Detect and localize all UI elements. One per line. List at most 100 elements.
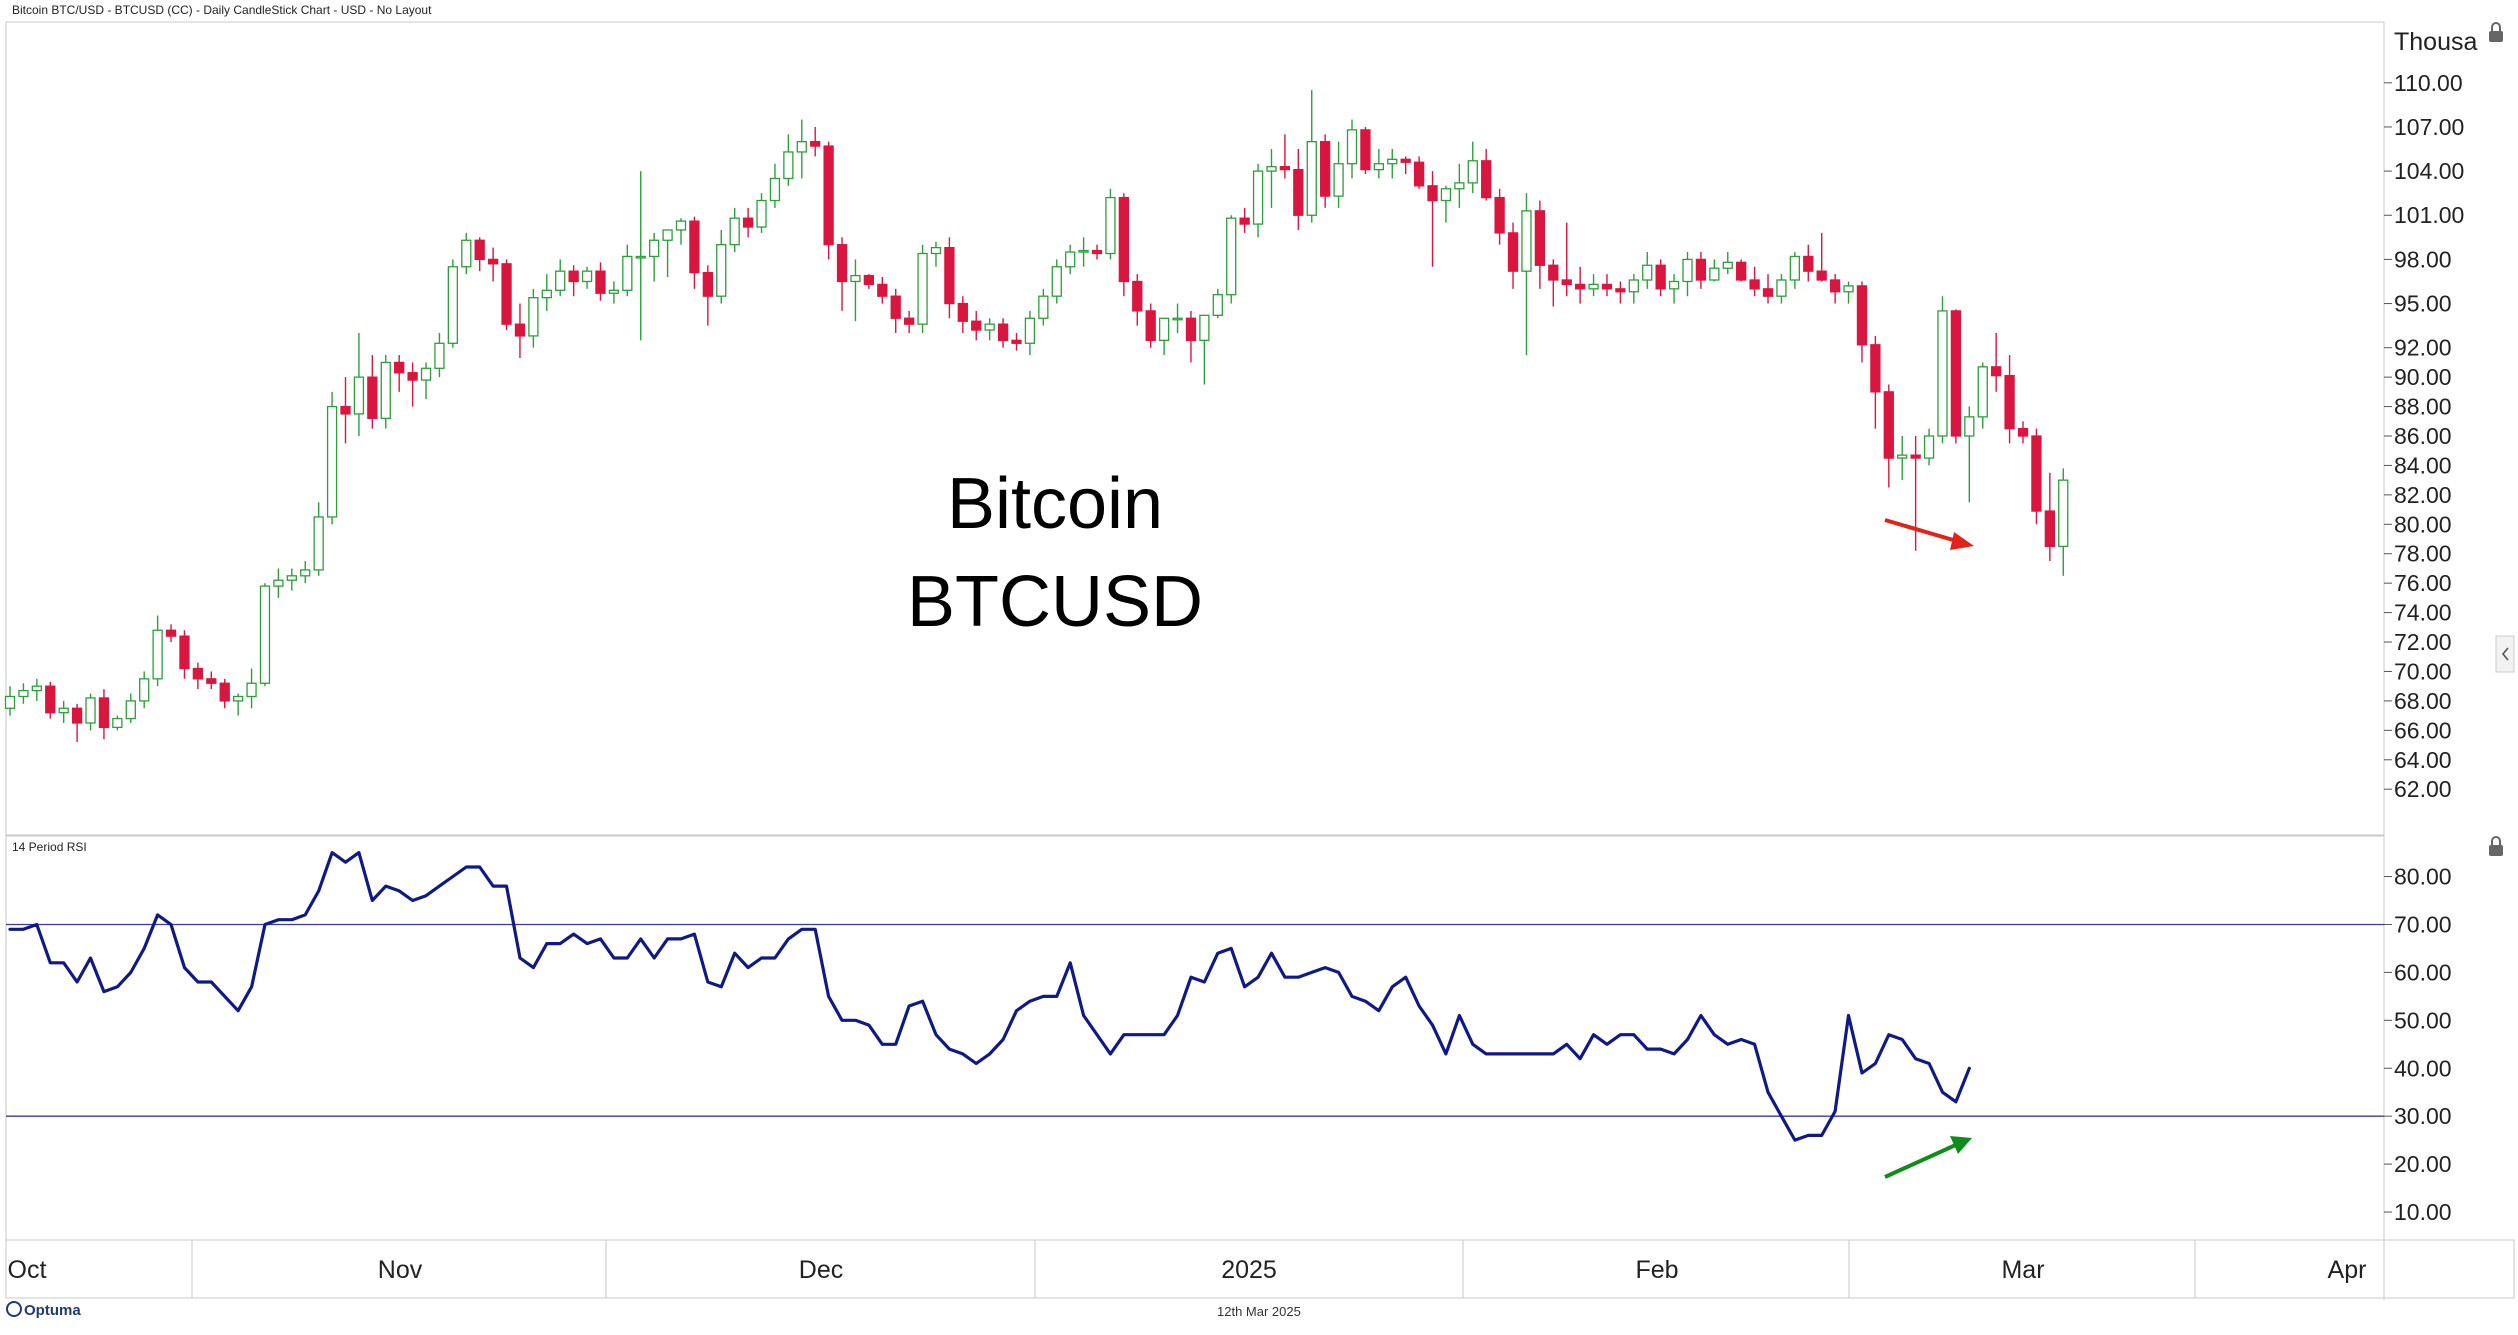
collapse-panel-icon[interactable]: [2495, 635, 2515, 673]
candle-down: [1829, 274, 1841, 304]
candle-up: [326, 391, 338, 525]
candle-body: [353, 376, 365, 415]
candle-body: [447, 266, 459, 344]
candle-down: [1413, 156, 1425, 189]
candle-body: [568, 270, 579, 283]
candle-down: [179, 630, 190, 679]
candle-down: [1118, 193, 1130, 297]
candle-down: [206, 671, 217, 690]
candle-body: [2031, 435, 2042, 512]
price-axis-tick-label: 66.00: [2394, 717, 2452, 743]
candle-body: [1333, 163, 1344, 197]
price-arrow-annotation: [1884, 518, 1974, 550]
candle-body: [1454, 182, 1465, 190]
candle-body: [206, 678, 217, 684]
candle-body: [1400, 158, 1411, 163]
candle-up: [1078, 237, 1089, 267]
candle-body: [1762, 288, 1774, 297]
candle-up: [461, 232, 472, 275]
candle-up: [1977, 362, 1988, 429]
candle-body: [1105, 196, 1116, 255]
candle-body: [367, 376, 378, 419]
candle-up: [1642, 252, 1653, 289]
candle-body: [1722, 261, 1733, 269]
candle-up: [152, 615, 163, 687]
candle-body: [689, 220, 700, 274]
candle-down: [165, 624, 177, 643]
candle-up: [1454, 163, 1465, 208]
candle-body: [179, 635, 190, 670]
candle-up: [1789, 252, 1801, 289]
candle-body: [1065, 251, 1076, 268]
candle-body: [810, 141, 821, 147]
candle-down: [1991, 332, 2002, 392]
candle-down: [2017, 421, 2029, 444]
candle-up: [31, 678, 42, 701]
candle-up: [1158, 317, 1170, 356]
candle-body: [1642, 264, 1653, 281]
candle-body: [1561, 279, 1572, 286]
candle-up: [1722, 252, 1733, 275]
candle-body: [1829, 279, 1841, 293]
rsi-lock-icon[interactable]: [2489, 836, 2503, 856]
candle-body: [1293, 168, 1304, 216]
candle-body: [1816, 270, 1827, 281]
candle-down: [1736, 259, 1747, 282]
candle-down: [1239, 207, 1250, 233]
candle-body: [783, 151, 794, 180]
candle-body: [1387, 158, 1398, 165]
candle-down: [2031, 428, 2042, 525]
chart-subtitle: BTCUSD: [907, 562, 1203, 642]
candle-up: [447, 259, 459, 348]
candle-up: [232, 693, 244, 716]
candle-down: [1883, 384, 1894, 488]
candle-body: [1252, 170, 1264, 225]
price-axis-tick-label: 78.00: [2394, 541, 2452, 567]
candle-body: [555, 270, 566, 291]
candle-up: [662, 229, 673, 278]
candle-up: [434, 332, 445, 378]
rsi-panel-title: 14 Period RSI: [12, 840, 87, 854]
candle-body: [1521, 210, 1532, 272]
candle-down: [971, 310, 982, 341]
candle-down: [957, 296, 968, 333]
price-axis-tick-label: 84.00: [2394, 452, 2452, 478]
candle-down: [1655, 259, 1666, 297]
candle-down: [1091, 244, 1103, 260]
candle-body: [649, 239, 660, 258]
candle-body: [1132, 280, 1143, 312]
price-axis-tick-label: 72.00: [2394, 629, 2452, 655]
candle-up: [420, 362, 432, 400]
candle-down: [877, 277, 888, 304]
candle-up: [286, 568, 297, 591]
candle-down: [514, 303, 526, 358]
candle-up: [1373, 149, 1384, 179]
candle-body: [1776, 279, 1787, 297]
candle-body: [581, 270, 593, 283]
candle-down: [742, 207, 754, 238]
candle-body: [1440, 188, 1452, 202]
candle-body: [300, 569, 311, 577]
candle-up: [1897, 436, 1908, 481]
candle-body: [1145, 310, 1156, 341]
candle-body: [1736, 261, 1747, 281]
candle-body: [1481, 160, 1492, 199]
price-axis-tick-label: 95.00: [2394, 291, 2452, 317]
candle-body: [326, 405, 338, 518]
price-lock-icon[interactable]: [2489, 22, 2503, 42]
candle-body: [1185, 317, 1197, 341]
candle-up: [796, 119, 807, 179]
candle-down: [689, 216, 700, 289]
candle-up: [930, 241, 942, 267]
candle-up: [635, 171, 646, 341]
price-axis-tick-label: 98.00: [2394, 246, 2452, 272]
candle-down: [1279, 134, 1291, 179]
candle-body: [823, 145, 834, 246]
candle-up: [1776, 274, 1787, 304]
candle-body: [595, 270, 606, 294]
candle-body: [501, 263, 512, 325]
candle-body: [1923, 435, 1935, 459]
candle-up: [1105, 188, 1116, 260]
month-label: Mar: [2001, 1256, 2044, 1284]
